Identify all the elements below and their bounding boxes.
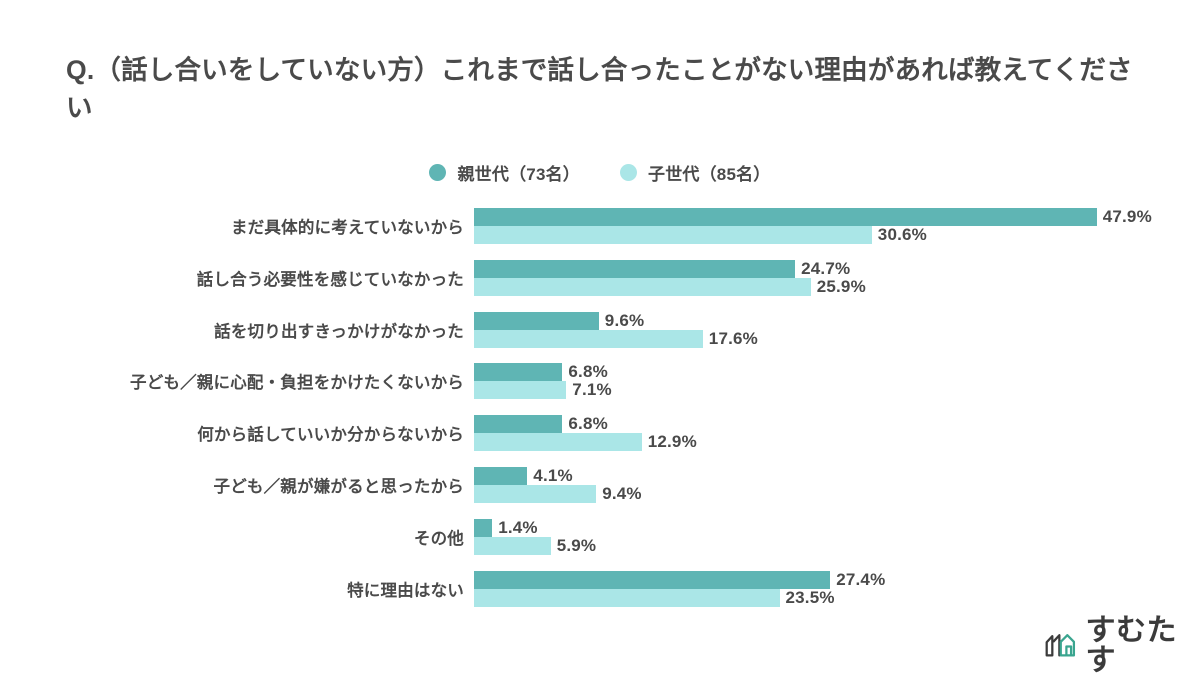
bar-value-label: 9.4% [602, 484, 642, 503]
legend-label-parent: 親世代（73名） [457, 165, 580, 184]
bar-rect [474, 329, 703, 348]
category-label: 特に理由はない [347, 581, 464, 600]
category-label: その他 [413, 529, 464, 548]
bar-value-label: 23.5% [785, 587, 835, 607]
bar-value-label: 7.1% [572, 380, 612, 400]
bar-value-label: 5.9% [556, 535, 597, 555]
bar-rect [474, 277, 811, 296]
bar-rect [474, 259, 796, 278]
bar-value-label: 24.7% [801, 258, 851, 278]
bar-parent[interactable]: 27.4% [474, 569, 886, 589]
category-label: まだ具体的に考えていないから [231, 219, 464, 237]
bar-group: 子ども／親に心配・負担をかけたくないから 6.8% 7.1% [0, 361, 1200, 405]
bar-rect [474, 415, 563, 434]
brand-logo: すむたす [1042, 616, 1200, 676]
bar-rect [474, 208, 1097, 226]
bar-parent[interactable]: 24.7% [474, 258, 851, 278]
bar-value-label: 9.6% [604, 310, 645, 330]
legend-swatch-child-icon [620, 164, 637, 181]
legend-label-child: 子世代（85名） [648, 165, 771, 184]
bar-value-label: 47.9% [1102, 207, 1152, 226]
brand-logo-text: すむたす [1085, 614, 1178, 677]
bar-group: 何から話していいか分からないから 6.8% 12.9% [0, 413, 1200, 457]
bar-rect [474, 381, 567, 400]
bar-group: 話を切り出すきっかけがなかった 9.6% 17.6% [0, 310, 1200, 354]
bar-rect [474, 226, 872, 244]
bar-rect [474, 467, 528, 485]
bar-value-label: 1.4% [498, 517, 538, 537]
bar-value-label: 6.8% [568, 362, 608, 382]
bar-group: 子ども／親が嫌がると思ったから 4.1% 9.4% [0, 465, 1200, 509]
bar-parent[interactable]: 4.1% [474, 466, 573, 485]
bar-rect [474, 433, 642, 452]
bar-child[interactable]: 7.1% [474, 380, 612, 400]
bar-parent[interactable]: 47.9% [474, 207, 1152, 226]
bar-parent[interactable]: 6.8% [474, 414, 608, 434]
legend-item-parent[interactable]: 親世代（73名） [429, 160, 580, 185]
bar-value-label: 17.6% [708, 328, 758, 348]
bar-rect [474, 518, 493, 537]
sumutasu-house-icon [1045, 634, 1076, 657]
bar-child[interactable]: 30.6% [474, 225, 927, 244]
category-label: 何から話していいか分からないから [197, 426, 464, 445]
bar-rect [474, 485, 597, 503]
legend-item-child[interactable]: 子世代（85名） [620, 160, 771, 185]
bar-value-label: 25.9% [816, 276, 866, 296]
bar-rect [474, 363, 563, 382]
bar-group: まだ具体的に考えていないから 47.9% 30.6% [0, 206, 1200, 250]
page-title: Q.（話し合いをしていない方）これまで話し合ったことがない理由があれば教えてくだ… [66, 55, 1133, 123]
bar-child[interactable]: 12.9% [474, 432, 697, 452]
bar-value-label: 12.9% [647, 432, 697, 452]
category-label: 子ども／親に心配・負担をかけたくないから [130, 374, 464, 393]
category-label: 子ども／親が嫌がると思ったから [213, 478, 464, 496]
bar-rect [474, 570, 831, 589]
bar-child[interactable]: 5.9% [474, 535, 597, 555]
bar-parent[interactable]: 6.8% [474, 362, 608, 382]
bar-child[interactable]: 25.9% [474, 276, 866, 296]
category-label: 話を切り出すきっかけがなかった [214, 322, 464, 341]
bar-group: 話し合う必要性を感じていなかった 24.7% 25.9% [0, 258, 1200, 302]
bar-value-label: 4.1% [533, 466, 573, 485]
bar-rect [474, 588, 780, 607]
bar-value-label: 27.4% [836, 569, 886, 589]
bar-group: その他 1.4% 5.9% [0, 517, 1200, 561]
bar-rect [474, 311, 599, 330]
chart-legend: 親世代（73名） 子世代（85名） [0, 160, 1200, 185]
bar-parent[interactable]: 9.6% [474, 310, 645, 330]
bar-group: 特に理由はない 27.4% 23.5% [0, 569, 1200, 613]
category-label: 話し合う必要性を感じていなかった [196, 270, 464, 289]
bar-child[interactable]: 17.6% [474, 328, 758, 348]
bar-child[interactable]: 23.5% [474, 587, 835, 607]
bar-parent[interactable]: 1.4% [474, 517, 538, 537]
bar-child[interactable]: 9.4% [474, 484, 642, 503]
legend-swatch-parent-icon [429, 164, 447, 181]
bar-value-label: 30.6% [877, 225, 927, 244]
bar-value-label: 6.8% [568, 414, 608, 434]
bar-rect [474, 536, 551, 555]
